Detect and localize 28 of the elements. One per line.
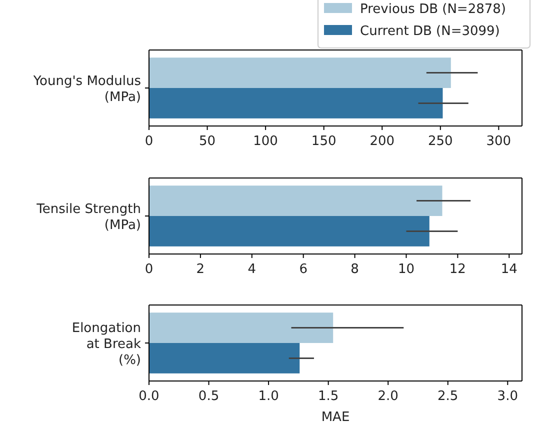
x-tick-label: 250	[428, 134, 453, 149]
x-tick-label: 150	[311, 134, 336, 149]
x-tick-label: 2.0	[378, 389, 398, 404]
legend-label: Current DB (N=3099)	[360, 24, 500, 39]
x-tick-label: 10	[398, 262, 415, 277]
x-tick-label: 4	[248, 262, 256, 277]
x-tick-label: 1.5	[318, 389, 339, 404]
x-tick-label: 3.0	[497, 389, 518, 404]
y-tick-label: Tensile Strength (MPa)	[36, 202, 141, 233]
x-tick-label: 14	[500, 262, 518, 277]
x-tick-label: 8	[350, 262, 359, 277]
x-tick-label: 6	[299, 262, 308, 277]
legend-label: Previous DB (N=2878)	[360, 2, 506, 17]
x-tick-label: 12	[449, 262, 466, 277]
x-tick-label: 2	[196, 262, 205, 277]
x-tick-label: 0	[144, 262, 154, 277]
x-tick-label: 2.5	[438, 389, 458, 404]
y-tick-label: Elongation at Break (%)	[72, 321, 142, 368]
x-tick-label: 1.0	[258, 389, 279, 404]
x-tick-label: 100	[253, 134, 278, 149]
x-tick-label: 0	[144, 134, 154, 149]
x-tick-label: 200	[370, 134, 395, 149]
x-tick-label: 0.5	[198, 389, 220, 404]
x-tick-label: 50	[199, 134, 216, 149]
x-tick-label: 0.0	[138, 389, 160, 404]
x-axis-title: MAE	[321, 410, 350, 425]
x-tick-label: 300	[486, 134, 512, 149]
y-tick-label: Young's Modulus (MPa)	[32, 74, 142, 105]
